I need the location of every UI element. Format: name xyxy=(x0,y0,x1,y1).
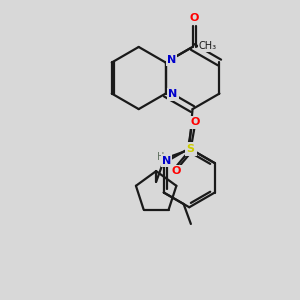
Text: S: S xyxy=(187,144,195,154)
Text: N: N xyxy=(168,89,177,99)
Text: O: O xyxy=(172,167,181,176)
Text: N: N xyxy=(162,156,171,166)
Text: CH₃: CH₃ xyxy=(198,41,216,52)
Text: H: H xyxy=(157,152,164,162)
Text: O: O xyxy=(190,13,199,23)
Text: O: O xyxy=(190,117,200,128)
Text: N: N xyxy=(167,55,176,65)
